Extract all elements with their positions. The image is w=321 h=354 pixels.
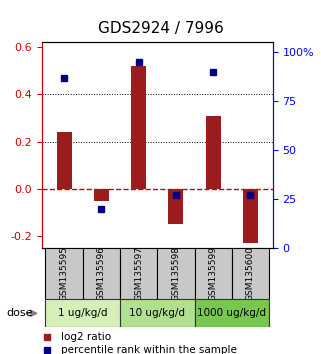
FancyBboxPatch shape [46, 248, 83, 299]
Bar [206, 116, 221, 189]
Bar [243, 189, 258, 243]
Bar [56, 132, 72, 189]
Text: GSM135596: GSM135596 [97, 246, 106, 301]
FancyBboxPatch shape [195, 248, 232, 299]
Text: GSM135595: GSM135595 [60, 246, 69, 301]
Text: GSM135597: GSM135597 [134, 246, 143, 301]
Text: 1000 ug/kg/d: 1000 ug/kg/d [197, 308, 266, 318]
FancyBboxPatch shape [195, 299, 269, 327]
FancyBboxPatch shape [120, 299, 195, 327]
FancyBboxPatch shape [232, 248, 269, 299]
Text: 1 ug/kg/d: 1 ug/kg/d [58, 308, 108, 318]
Text: dose: dose [6, 308, 33, 318]
Text: GSM135599: GSM135599 [209, 246, 218, 301]
Bar [169, 189, 183, 224]
Text: percentile rank within the sample: percentile rank within the sample [61, 345, 237, 354]
Text: GSM135598: GSM135598 [171, 246, 180, 301]
Text: 10 ug/kg/d: 10 ug/kg/d [129, 308, 185, 318]
FancyBboxPatch shape [120, 248, 157, 299]
FancyBboxPatch shape [83, 248, 120, 299]
Bar [94, 189, 109, 201]
Bar [131, 66, 146, 189]
Text: log2 ratio: log2 ratio [61, 332, 111, 342]
FancyBboxPatch shape [46, 299, 120, 327]
FancyBboxPatch shape [157, 248, 195, 299]
Text: GSM135600: GSM135600 [246, 246, 255, 301]
Text: GDS2924 / 7996: GDS2924 / 7996 [98, 21, 223, 36]
